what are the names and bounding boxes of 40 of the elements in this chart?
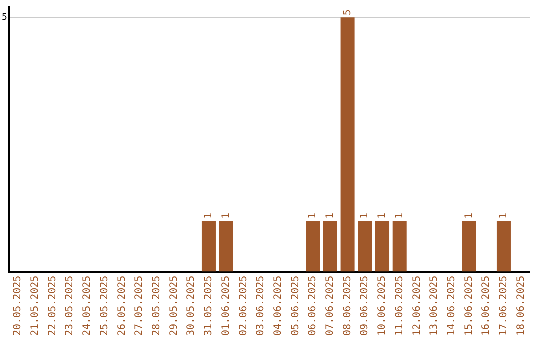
x-tick-label: 23.05.2025: [64, 276, 76, 336]
x-tick-label: 28.05.2025: [152, 276, 163, 336]
x-tick-label: 16.06.2025: [481, 276, 492, 336]
x-tick-label: 20.05.2025: [12, 276, 24, 336]
x-tick-label: 01.06.2025: [220, 276, 232, 336]
x-tick-label: 21.05.2025: [30, 276, 42, 336]
data-label: 1: [325, 212, 336, 219]
x-tick-label: 29.05.2025: [168, 276, 180, 336]
x-tick-label: 12.06.2025: [412, 276, 423, 336]
x-tick-label: 15.06.2025: [464, 276, 475, 336]
data-label: 1: [498, 212, 510, 219]
x-tick-label: 11.06.2025: [394, 276, 406, 336]
x-tick-label: 26.05.2025: [116, 276, 128, 336]
x-tick-label: 08.06.2025: [342, 276, 354, 336]
data-label: 1: [377, 212, 388, 219]
x-tick-label: 31.05.2025: [204, 276, 215, 336]
x-tick-label: 30.05.2025: [186, 276, 198, 336]
x-tick-label: 03.06.2025: [256, 276, 267, 336]
x-tick-label: 18.06.2025: [516, 276, 527, 336]
x-tick-label: 07.06.2025: [325, 276, 336, 336]
data-label: 1: [360, 212, 371, 219]
x-tick-label: 25.05.2025: [99, 276, 110, 336]
x-tick-label: 22.05.2025: [47, 276, 58, 336]
x-tick-label: 02.06.2025: [238, 276, 250, 336]
data-label: 1: [308, 212, 319, 219]
x-tick-label: 10.06.2025: [377, 276, 388, 336]
x-tick-label: 06.06.2025: [308, 276, 319, 336]
x-tick-label: 24.05.2025: [82, 276, 94, 336]
x-tick-label: 13.06.2025: [429, 276, 440, 336]
data-label: 5: [342, 10, 354, 16]
x-tick-label: 09.06.2025: [360, 276, 371, 336]
x-tick-label: 17.06.2025: [498, 276, 510, 336]
data-label: 1: [394, 212, 406, 219]
x-tick-label: 04.06.2025: [272, 276, 284, 336]
x-tick-label: 14.06.2025: [446, 276, 458, 336]
x-tick-label: 05.06.2025: [290, 276, 302, 336]
x-tick-label: 27.05.2025: [134, 276, 146, 336]
data-label: 1: [204, 212, 215, 219]
data-label: 1: [464, 212, 475, 219]
data-label: 1: [220, 212, 232, 219]
